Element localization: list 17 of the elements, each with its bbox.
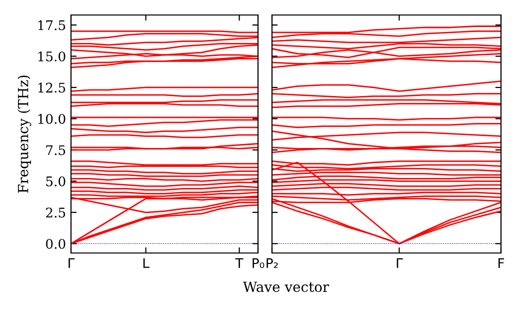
y-tick-label: 17.5 [38, 20, 66, 30]
y-tick-label: 5.0 [46, 176, 66, 186]
x-tick-label: P₂ [266, 258, 278, 268]
x-tick-label: F [498, 258, 504, 268]
x-tick-label: P₀ [252, 258, 264, 268]
x-tick-label: Γ [68, 258, 75, 268]
y-tick-label: 2.5 [46, 208, 66, 218]
y-tick-label: 10.0 [38, 114, 66, 124]
x-tick-label: Γ [396, 258, 403, 268]
y-tick-label: 15.0 [38, 51, 66, 62]
x-tick-label: L [143, 258, 150, 268]
y-tick-label: 7.5 [46, 145, 66, 156]
y-tick-label: 0.0 [46, 238, 66, 249]
x-axis-title: Wave vector [242, 282, 330, 292]
x-tick-label: T [235, 258, 244, 268]
y-tick-label: 12.5 [38, 82, 66, 93]
y-axis-title: Frequency (THz) [18, 76, 32, 193]
